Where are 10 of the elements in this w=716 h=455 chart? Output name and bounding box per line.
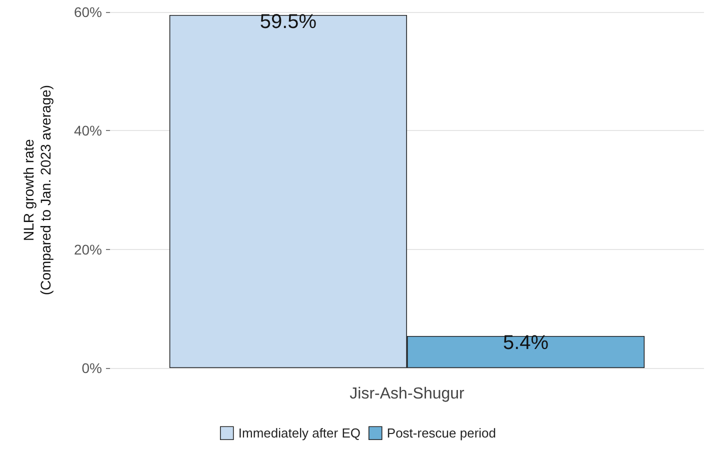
y-tick-label: 40% <box>74 122 102 139</box>
y-axis-title: NLR growth rate (Compared to Jan. 2023 average) <box>20 84 54 296</box>
y-tick-label: 60% <box>74 4 102 20</box>
data-label: 59.5% <box>260 10 317 33</box>
data-label: 5.4% <box>503 332 549 354</box>
y-tick-label: 0% <box>82 360 102 376</box>
y-tick-label: 20% <box>74 241 102 258</box>
legend-label: Immediately after EQ <box>238 426 361 441</box>
legend-label: Post-rescue period <box>386 426 496 441</box>
x-tick-label: Jisr-Ash-Shugur <box>350 386 466 402</box>
